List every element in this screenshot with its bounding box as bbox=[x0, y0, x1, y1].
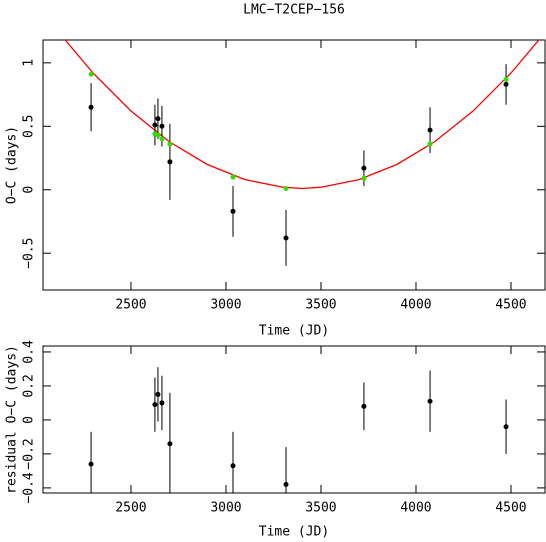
data-point bbox=[152, 402, 158, 408]
data-point bbox=[427, 141, 433, 147]
x-tick-label: 4500 bbox=[495, 501, 526, 516]
chart-title: LMC−T2CEP−156 bbox=[243, 3, 345, 18]
data-point bbox=[503, 76, 509, 82]
y-tick-label: 0.2 bbox=[22, 374, 37, 397]
data-point bbox=[155, 132, 161, 138]
plot-frame bbox=[42, 39, 546, 291]
x-axis-label: Time (JD) bbox=[259, 324, 329, 339]
x-tick-label: 3500 bbox=[305, 298, 336, 313]
x-tick-label: 4500 bbox=[495, 298, 526, 313]
x-tick-label: 4000 bbox=[400, 501, 431, 516]
data-point bbox=[155, 391, 161, 397]
data-point bbox=[283, 235, 289, 241]
data-point bbox=[155, 116, 161, 122]
y-tick-label: 0 bbox=[22, 186, 37, 194]
data-point bbox=[503, 81, 509, 87]
y-tick-label: −0.4 bbox=[22, 472, 37, 503]
data-point bbox=[427, 127, 433, 133]
data-point bbox=[283, 482, 289, 488]
data-point bbox=[167, 441, 173, 447]
data-point bbox=[88, 71, 94, 77]
data-point bbox=[230, 208, 236, 214]
data-point bbox=[167, 159, 173, 165]
data-point bbox=[230, 463, 236, 469]
data-point bbox=[167, 141, 173, 147]
fit-curve bbox=[64, 40, 540, 190]
x-tick-label: 3500 bbox=[305, 501, 336, 516]
data-point bbox=[427, 398, 433, 404]
y-tick-label: 0.5 bbox=[22, 115, 37, 138]
data-point bbox=[88, 104, 94, 110]
y-tick-label: −0.2 bbox=[22, 438, 37, 469]
data-point bbox=[159, 136, 165, 142]
x-tick-label: 3000 bbox=[210, 501, 241, 516]
data-point bbox=[361, 165, 367, 171]
y-tick-label: 0.4 bbox=[22, 340, 37, 364]
y-axis-label: residual O−C (days) bbox=[5, 345, 20, 494]
data-point bbox=[230, 174, 236, 180]
x-tick-label: 3000 bbox=[210, 298, 241, 313]
y-tick-label: −0.5 bbox=[22, 238, 37, 269]
x-tick-label: 2500 bbox=[115, 501, 146, 516]
data-point bbox=[503, 424, 509, 430]
x-tick-label: 4000 bbox=[400, 298, 431, 313]
x-tick-label: 2500 bbox=[115, 298, 146, 313]
y-tick-label: 0 bbox=[22, 416, 37, 424]
x-axis-label: Time (JD) bbox=[259, 525, 329, 540]
data-point bbox=[283, 185, 289, 191]
plot-area bbox=[88, 367, 509, 493]
data-point bbox=[361, 403, 367, 409]
data-point bbox=[159, 123, 165, 129]
plot-frame bbox=[42, 345, 546, 494]
data-point bbox=[361, 175, 367, 181]
y-axis-label: O−C (days) bbox=[5, 126, 20, 204]
plot-area bbox=[64, 40, 540, 266]
y-tick-label: 1 bbox=[22, 59, 37, 67]
data-point bbox=[159, 400, 165, 406]
data-point bbox=[152, 122, 158, 128]
data-point bbox=[88, 461, 94, 467]
